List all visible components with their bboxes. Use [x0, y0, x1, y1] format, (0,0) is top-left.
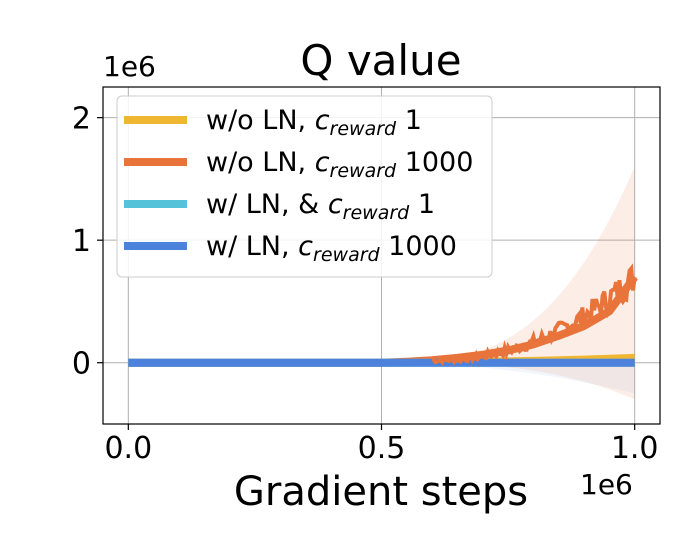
x-offset-label: 1e6: [580, 468, 633, 501]
y-tick-label: 0: [72, 347, 91, 382]
x-tick-label: 0.5: [358, 431, 406, 466]
legend: w/o LN, creward 1 w/o LN, creward 1000 w/ …: [116, 95, 493, 278]
series-band: [381, 166, 635, 400]
x-axis-label: Gradient steps: [234, 469, 528, 515]
legend-box: [116, 95, 493, 278]
legend-entry: w/o LN, creward 1: [206, 105, 422, 140]
y-tick-label: 2: [72, 102, 91, 137]
series-line: [431, 263, 637, 367]
legend-entry: w/ LN, & creward 1: [206, 189, 435, 224]
legend-entry: w/o LN, creward 1000: [206, 147, 473, 182]
legend-entry: w/ LN, creward 1000: [206, 231, 457, 266]
x-tick-label: 1.0: [611, 431, 659, 466]
series-band: [381, 362, 635, 394]
y-offset-label: 1e6: [103, 50, 156, 83]
x-tick-label: 0.0: [104, 431, 152, 466]
chart-title: Q value: [300, 36, 461, 85]
y-tick-label: 1: [72, 224, 91, 259]
